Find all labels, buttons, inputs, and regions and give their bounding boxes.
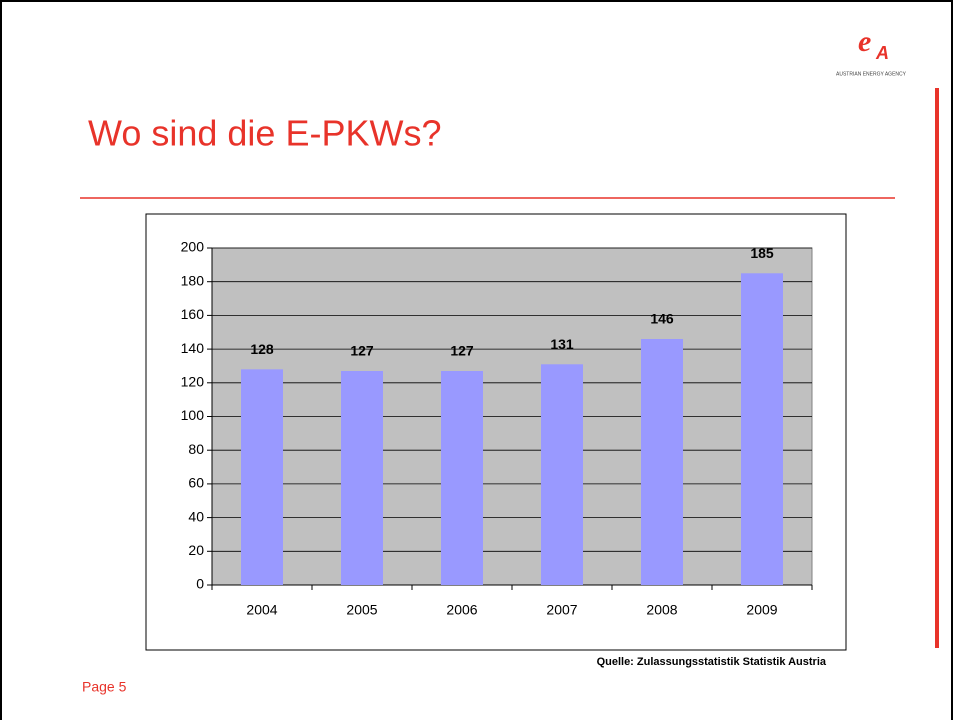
y-tick-label: 80 [188,441,204,457]
logo-text: AUSTRIAN ENERGY AGENCY [836,71,907,77]
x-tick-label: 2005 [346,602,377,618]
x-tick-label: 2009 [746,602,777,618]
x-tick-label: 2004 [246,602,277,618]
logo-mark: e [858,25,871,58]
page-number: Page 5 [82,679,127,695]
data-label: 127 [350,343,374,359]
y-tick-label: 40 [188,508,204,524]
logo-mark: A [875,43,889,63]
data-label: 127 [450,343,474,359]
bar [441,371,483,585]
source: Quelle: Zulassungsstatistik Statistik Au… [597,656,827,668]
slide-title: Wo sind die E-PKWs? [88,113,441,154]
y-tick-label: 20 [188,542,204,558]
y-tick-label: 120 [181,374,205,390]
y-tick-label: 200 [181,239,205,255]
data-label: 131 [550,336,574,352]
x-tick-label: 2008 [646,602,677,618]
y-tick-label: 140 [181,340,205,356]
data-label: 128 [250,341,274,357]
y-tick-label: 60 [188,475,204,491]
data-label: 146 [650,311,674,327]
x-tick-label: 2006 [446,602,477,618]
bar [641,338,683,585]
y-tick-label: 100 [181,407,205,423]
y-tick-label: 160 [181,306,205,322]
y-tick-label: 0 [196,576,204,592]
bar [341,371,383,585]
side-bar [935,88,939,648]
bar [541,364,583,585]
x-tick-label: 2007 [546,602,577,618]
y-tick-label: 180 [181,272,205,288]
bar [241,369,283,585]
bar [741,273,783,585]
data-label: 185 [750,245,774,261]
